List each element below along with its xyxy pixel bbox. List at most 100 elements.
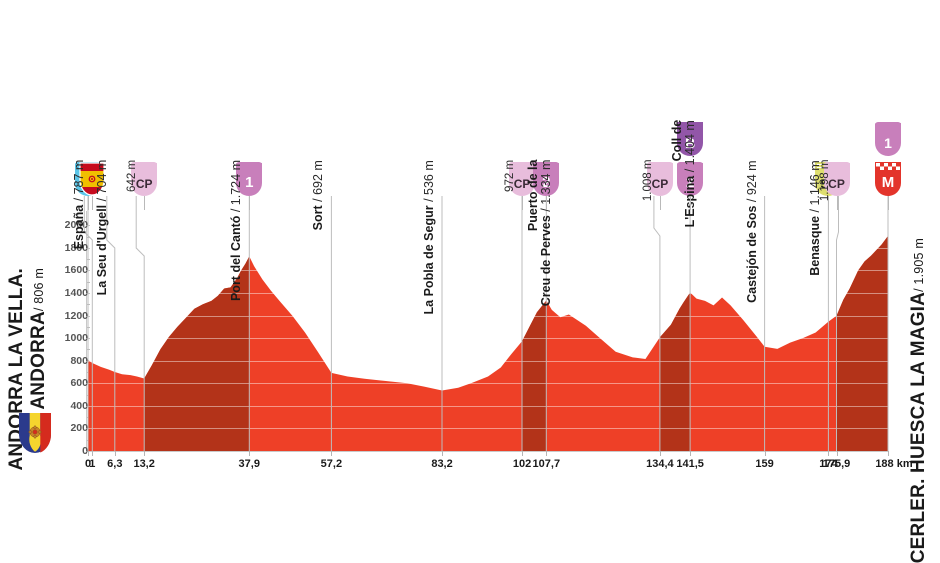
- gridline: [88, 360, 888, 362]
- marker-name: Sort: [311, 205, 326, 231]
- marker-cp[interactable]: CP 642 m: [126, 160, 158, 210]
- marker-label: 642 m: [126, 160, 138, 192]
- marker-name: Port del Cantó: [229, 215, 244, 302]
- gridline: [88, 270, 888, 272]
- secondary-badge[interactable]: B: [677, 122, 704, 156]
- marker-label: La Seu d'Urgell / 704 m: [95, 160, 109, 296]
- marker-la-seu-d-urgell[interactable]: La Seu d'Urgell / 704 m: [95, 160, 128, 296]
- x-axis-tick-label: 188 km: [875, 458, 913, 470]
- marker-coll-de-l-espina[interactable]: B 2 Coll de L'Espina / 1.404 m: [670, 120, 704, 227]
- marker-badge-label: 1: [245, 174, 254, 191]
- bonus-flag-icon: [677, 122, 704, 132]
- elevation-area-climb: [144, 256, 250, 451]
- y-axis-tick-label: 1800: [64, 241, 88, 254]
- x-axis-tick: [144, 451, 146, 456]
- marker-altitude: 1.008 m: [641, 160, 654, 202]
- marker-badge-label: 2: [542, 174, 551, 191]
- marker-stem: [690, 196, 692, 210]
- climb-flag-icon: [875, 122, 901, 132]
- marker-cp[interactable]: CP 1.198 m: [819, 160, 850, 210]
- marker-badge[interactable]: CP: [646, 162, 673, 196]
- marker-name: La Pobla de Segur: [422, 205, 437, 315]
- marker-altitude: / 536 m: [422, 160, 437, 206]
- x-axis-tick-label: 141,5: [676, 458, 704, 470]
- marker-badge[interactable]: 2: [533, 162, 560, 196]
- start-altitude-label: / 806 m: [32, 268, 46, 312]
- marker-sort[interactable]: Sort / 692 m: [311, 160, 344, 230]
- marker-altitude: / 1.724 m: [229, 160, 244, 216]
- marker-altitude: / 704 m: [94, 160, 109, 206]
- marker-badge-label: CP: [828, 177, 845, 191]
- marker-altitude: / 924 m: [744, 160, 759, 206]
- start-country-name: ANDORRA/ 806 m: [28, 268, 50, 410]
- y-axis-tick-label: 2000: [64, 219, 88, 232]
- x-axis-tick: [690, 451, 692, 456]
- climb-flag-icon: [236, 162, 263, 172]
- marker-stem: [249, 196, 251, 210]
- stage-profile-chart: ANDORRA LA VELLA. ANDORRA/ 806 m CERLER.…: [6, 120, 929, 563]
- marker-altitude: 1.198 m: [818, 160, 831, 202]
- climb-flag-icon: [823, 162, 850, 172]
- country-border-shield[interactable]: [79, 162, 105, 196]
- secondary-badge-label: B: [685, 135, 696, 151]
- marker-badge[interactable]: 2: [677, 162, 704, 196]
- x-axis-line: [88, 451, 888, 452]
- marker-name: España: [72, 205, 87, 250]
- y-axis: 0 200 400 600 800 1000 1200 1400 1600 1800 2000: [48, 214, 90, 457]
- marker-badge-label: CP: [513, 177, 531, 191]
- y-axis-tick-label: 0: [54, 445, 88, 457]
- climb-flag-icon: [509, 162, 536, 172]
- y-axis-tick-label: 200: [70, 422, 88, 435]
- y-axis-tick-label: 1000: [64, 332, 88, 345]
- secondary-badge[interactable]: 1: [875, 122, 901, 156]
- x-axis-tick: [331, 451, 333, 456]
- x-axis-tick-label: 37,9: [238, 458, 260, 470]
- x-axis-tick: [828, 451, 830, 456]
- secondary-badge-label: 1: [884, 135, 892, 151]
- marker-badge[interactable]: CP: [823, 162, 850, 196]
- marker-castej-n-de-sos[interactable]: Castejón de Sos / 924 m: [745, 160, 778, 302]
- marker-cp[interactable]: CP 1.008 m: [642, 160, 673, 210]
- y-axis-tick-label: 800: [70, 354, 88, 367]
- marker-label: 1.198 m: [819, 160, 831, 202]
- checkered-flag-icon: [875, 162, 901, 172]
- marker-la-pobla-de-segur[interactable]: La Pobla de Segur / 536 m: [422, 160, 455, 314]
- x-axis-tick-label: 107,7: [532, 458, 561, 470]
- x-axis-tick-label: 174: [819, 458, 838, 470]
- x-axis-tick-label: 175,9: [822, 458, 851, 470]
- marker-badge[interactable]: 1: [236, 162, 263, 196]
- y-axis-tick-label: 600: [70, 377, 88, 390]
- start-country-label: ANDORRA: [28, 311, 49, 410]
- finish-city-name: CERLER. HUESCA LA MAGIA/ 1.905 m: [908, 238, 930, 563]
- marker-espa-a[interactable]: España / 787 m: [72, 160, 105, 250]
- marker-port-del-cant[interactable]: 1 Port del Cantó / 1.724 m: [229, 160, 263, 301]
- climb-flag-icon: [646, 162, 673, 172]
- marker-badge[interactable]: CP: [509, 162, 536, 196]
- gridline: [88, 315, 888, 317]
- marker-puerto-de-la-creu-de-perves[interactable]: 2 Puerto de la Creu de Perves / 1.334 m: [526, 160, 560, 307]
- marker-label-second-line: L'Espina / 1.404 m: [683, 120, 697, 227]
- marker-cp[interactable]: CP 972 m: [504, 160, 536, 210]
- marker-stem: [836, 196, 838, 210]
- x-axis-tick-label: 83,2: [431, 458, 453, 470]
- marker-stem: [522, 196, 524, 210]
- x-axis-tick: [249, 451, 251, 456]
- marker-name-cont: Creu de Perves: [539, 215, 554, 307]
- x-axis-tick: [888, 451, 889, 456]
- andorra-coat-of-arms-icon: [19, 413, 51, 454]
- marker-badge[interactable]: M: [875, 162, 901, 196]
- x-axis-tick: [442, 451, 444, 456]
- marker-label: Sort / 692 m: [311, 160, 325, 230]
- x-axis-tick: [546, 451, 548, 456]
- x-axis-tick-label: 1: [89, 458, 96, 470]
- elevation-profile: [88, 236, 888, 451]
- spain-flag-icon: [79, 162, 105, 196]
- marker-altitude: 642 m: [126, 160, 139, 192]
- elevation-area-climb: [836, 236, 888, 451]
- gridline: [88, 428, 888, 430]
- marker-badge[interactable]: CP: [131, 162, 158, 196]
- x-axis-tick-label: 6,3: [107, 458, 123, 470]
- gridline: [88, 293, 888, 294]
- marker-label-second-line: Creu de Perves / 1.334 m: [539, 160, 553, 307]
